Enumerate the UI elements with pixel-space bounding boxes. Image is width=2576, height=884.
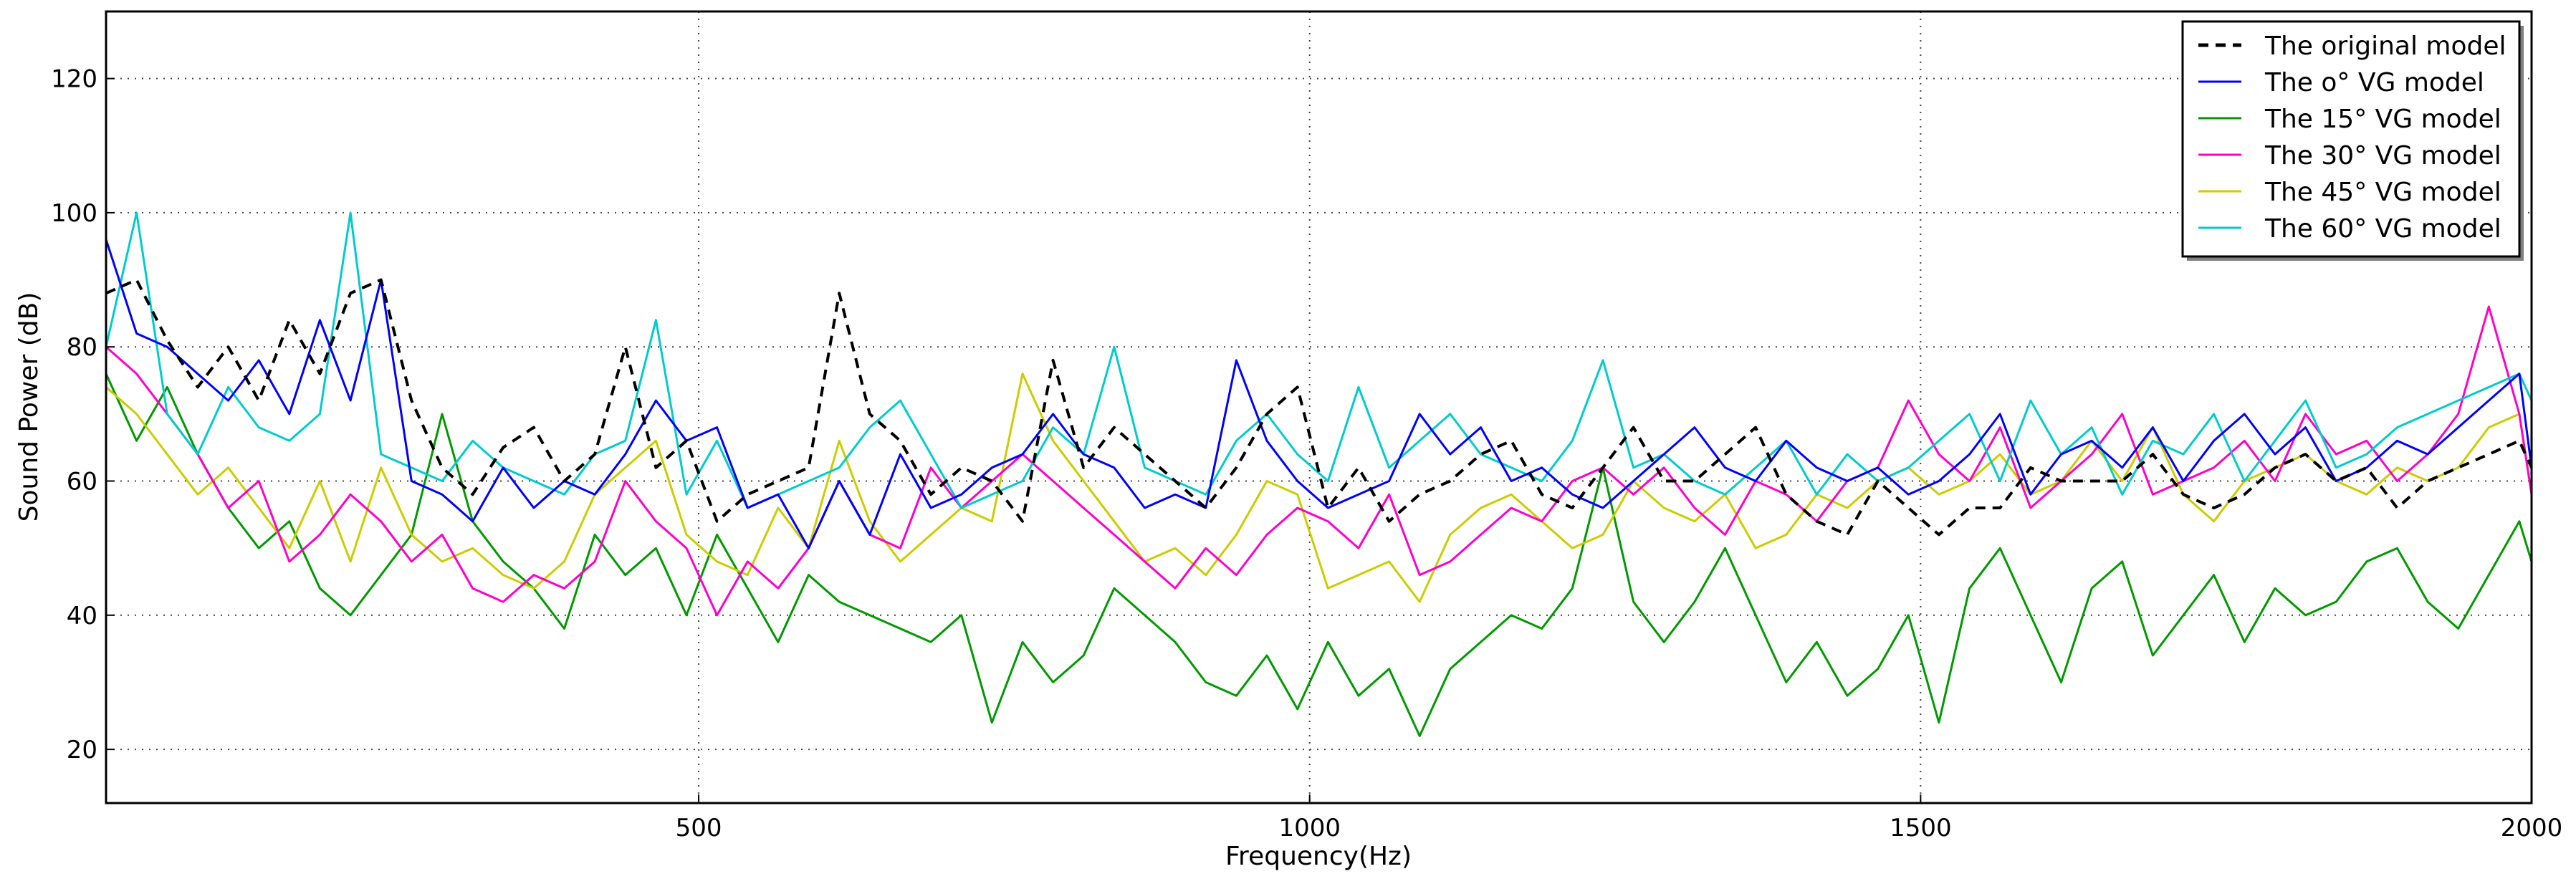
y-tick-label: 100 [51,199,97,228]
series-line-the-o-vg-model [105,239,2533,549]
series-line-the-original-model [105,278,2533,537]
y-tick-label: 40 [67,602,97,630]
legend-label: The 30° VG model [2264,141,2501,170]
x-tick-label: 1000 [1278,814,1341,842]
y-tick-label: 120 [51,65,97,94]
plot-frame [105,10,2533,804]
legend-label: The o° VG model [2264,68,2484,97]
axis-ticks: 500 1000 1500 2000 20 40 60 80 100 120 [51,65,2562,842]
legend-label: The 45° VG model [2264,178,2501,207]
legend-label: The 60° VG model [2264,214,2501,244]
y-tick-label: 20 [67,736,97,764]
y-tick-label: 80 [67,333,97,362]
series-lines [105,211,2533,737]
series-line-the-30-vg-model [105,305,2533,617]
x-tick-label: 2000 [2501,814,2563,842]
x-tick-label: 500 [676,814,722,842]
legend-label: The 15° VG model [2264,105,2501,134]
legend-label: The original model [2264,32,2506,61]
legend-box [2181,20,2521,258]
series-line-the-60-vg-model [105,211,2533,509]
series-line-the-15-vg-model [105,373,2533,737]
y-axis-label: Sound Power (dB) [14,292,44,522]
plot-background [106,11,2532,803]
series-line-the-45-vg-model [105,373,2533,603]
x-axis-label: Frequency(Hz) [1225,842,1412,871]
legend: The original model The o° VG model The 15°… [2181,20,2524,261]
x-tick-label: 1500 [1890,814,1952,842]
y-tick-label: 60 [67,468,97,496]
